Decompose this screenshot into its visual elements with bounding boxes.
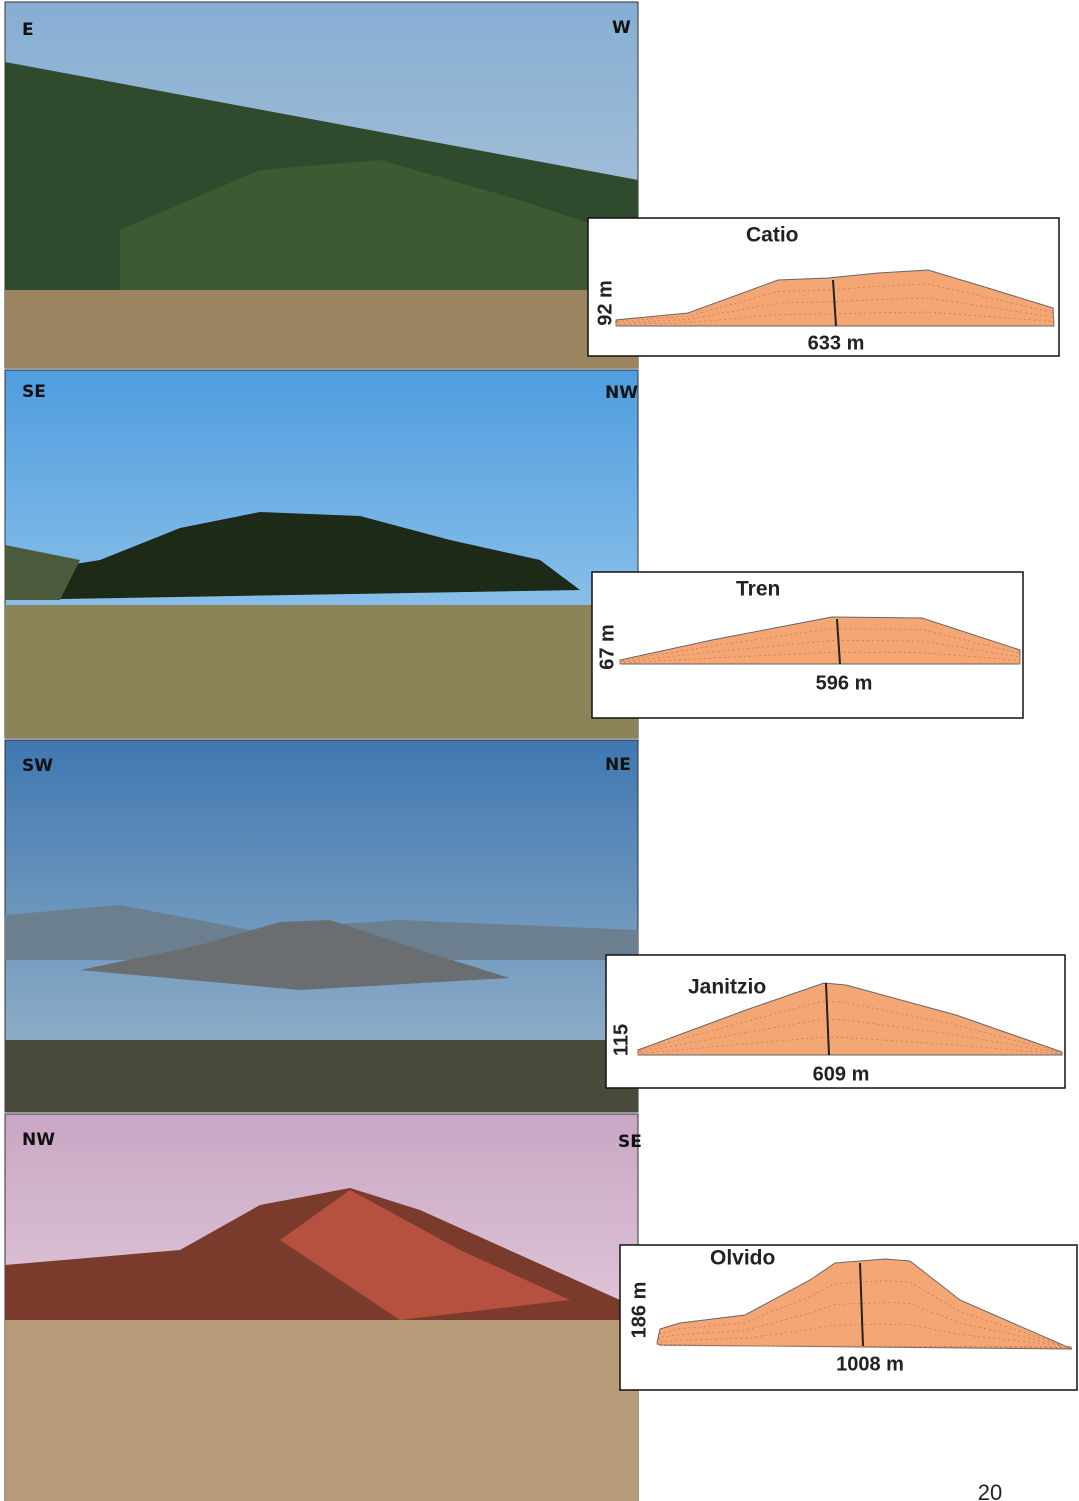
photo-ground [5, 605, 638, 738]
profile-width: 609 m [813, 1063, 870, 1085]
page-number: 20 [978, 1480, 1002, 1501]
direction-label: W [612, 18, 631, 38]
direction-label: NE [605, 755, 631, 775]
profile: Janitzio 115 609 m [606, 955, 1065, 1088]
photo-ground [5, 1040, 638, 1112]
profile: Catio 92 m 633 m [588, 218, 1059, 356]
profile-name: Olvido [710, 1247, 775, 1270]
photo [5, 740, 638, 1112]
direction-label: E [22, 20, 34, 40]
direction-label: SW [22, 756, 53, 776]
page: {"panels": [ {"left": "E", "right": "W",… [0, 0, 1079, 1501]
profile-height: 186 m [628, 1282, 650, 1339]
profile-width: 633 m [808, 332, 865, 354]
profile: Tren 67 m 596 m [592, 572, 1023, 718]
profile-name: Catio [746, 224, 799, 247]
direction-label: SE [618, 1132, 642, 1152]
profile-name: Janitzio [688, 976, 766, 999]
figure: 20 E W Catio 92 m 633 m SE NW Tren 67 m 596 m SW NE… [0, 0, 1079, 1501]
profile-height: 115 [610, 1024, 632, 1056]
photo [5, 2, 638, 368]
profile-width: 596 m [816, 672, 873, 694]
photo-ground [5, 290, 638, 368]
profile-name: Tren [736, 578, 780, 601]
profile-height: 92 m [594, 280, 616, 326]
profile-height: 67 m [596, 624, 618, 670]
profile-width: 1008 m [836, 1353, 904, 1375]
profile: Olvido 186 m 1008 m [620, 1245, 1077, 1390]
photo [5, 370, 638, 738]
direction-label: NW [605, 383, 638, 403]
photo [5, 1114, 638, 1501]
direction-label: SE [22, 382, 46, 402]
photo-ground [5, 1320, 638, 1501]
direction-label: NW [22, 1130, 55, 1150]
